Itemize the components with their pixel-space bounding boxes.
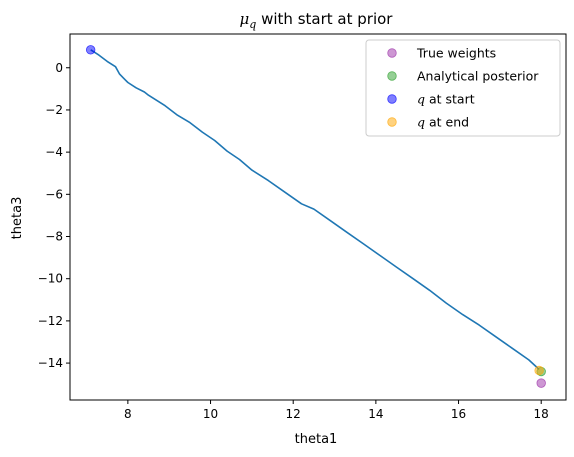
trajectory-line bbox=[90, 49, 540, 370]
legend-label: True weights bbox=[416, 46, 496, 61]
scatter-point bbox=[534, 365, 544, 376]
x-tick-label: 16 bbox=[451, 407, 466, 421]
scatter-point bbox=[536, 378, 546, 388]
y-tick-label: −8 bbox=[45, 230, 63, 244]
y-tick-label: −12 bbox=[38, 314, 63, 328]
x-tick-label: 12 bbox=[286, 407, 301, 421]
y-tick-label: −10 bbox=[38, 272, 63, 286]
legend-box bbox=[365, 39, 561, 137]
legend-marker bbox=[387, 94, 397, 104]
legend-marker bbox=[387, 48, 397, 58]
y-tick-label: −4 bbox=[45, 145, 63, 159]
title-symbol: μ bbox=[240, 10, 250, 28]
x-tick-label: 18 bbox=[534, 407, 549, 421]
scatter-point bbox=[85, 45, 96, 55]
ticks: 8 10 12 14 16 18 0 −2 −4 −6 −8 −10 −12 −14 bbox=[38, 61, 549, 421]
legend-label: q at start bbox=[417, 92, 475, 107]
x-tick-label: 10 bbox=[203, 407, 218, 421]
legend-label: Analytical posterior bbox=[417, 69, 539, 84]
legend-marker bbox=[387, 71, 397, 81]
y-tick-label: −2 bbox=[45, 103, 63, 117]
y-axis-label: theta3 bbox=[10, 197, 25, 240]
legend-marker bbox=[387, 117, 397, 127]
legend: True weights Analytical posterior q at sta… bbox=[365, 39, 561, 137]
legend-label: q at end bbox=[417, 115, 469, 130]
y-tick-label: −6 bbox=[45, 187, 63, 201]
title-subscript: q bbox=[249, 18, 256, 31]
chart-title: μq with start at prior bbox=[240, 10, 394, 31]
y-tick-label: −14 bbox=[38, 356, 63, 370]
x-tick-label: 8 bbox=[124, 407, 132, 421]
y-tick-label: 0 bbox=[55, 61, 63, 75]
x-tick-label: 14 bbox=[368, 407, 383, 421]
plot-frame bbox=[69, 33, 567, 401]
x-axis-label: theta1 bbox=[295, 432, 338, 447]
plot-content bbox=[85, 45, 546, 388]
title-rest: with start at prior bbox=[256, 10, 393, 28]
